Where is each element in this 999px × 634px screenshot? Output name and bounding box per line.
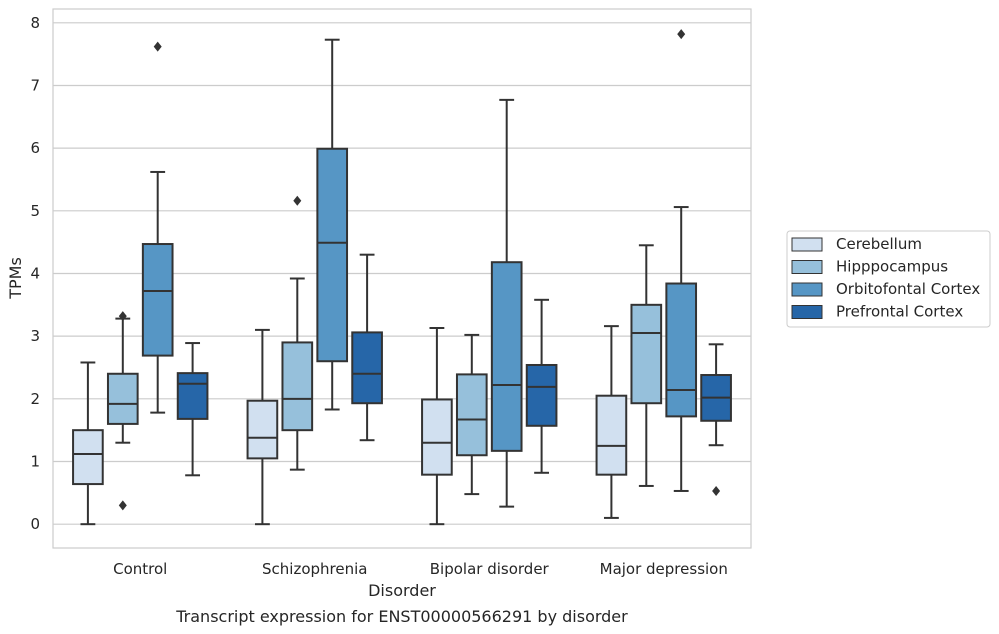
box [72,429,104,486]
box [421,398,453,476]
box-group [351,253,383,442]
outlier-marker [293,195,302,206]
y-tick-label: 0 [30,515,40,533]
box [281,341,314,432]
legend-frame [786,230,991,328]
y-axis-ticks: 0 1 2 3 4 5 6 7 8 [30,14,40,533]
box [351,331,383,405]
box-group [106,311,139,511]
x-tick-label: Major depression [600,560,728,578]
box [246,399,279,460]
box-group [72,361,104,526]
outlier-marker [677,29,686,40]
outlier-marker [118,500,127,511]
legend-swatch [791,282,823,297]
box-group [141,41,174,414]
box-group [595,325,628,519]
plot-area [72,29,732,526]
outlier-marker [712,485,721,496]
legend-label: Cerebellum [836,235,922,253]
box [630,303,663,405]
plot-frame [52,8,752,549]
x-tick-label: Bipolar disorder [430,560,550,578]
box [141,243,174,357]
y-tick-label: 6 [30,139,40,157]
x-tick-label: Control [113,560,167,578]
legend-swatch [791,305,823,319]
outlier-marker [118,311,127,322]
y-tick-label: 8 [30,14,40,32]
box-group [176,342,209,477]
box-group [281,195,314,471]
box-group [700,343,732,496]
y-axis-label: TPMs [6,257,25,300]
outlier-marker [153,41,162,52]
legend-swatch [791,237,823,252]
box-group [421,327,453,526]
y-tick-label: 2 [30,390,40,408]
box [525,363,558,427]
box-group [455,333,488,496]
legend: Cerebellum Hipppocampus Orbitofontal Corte… [786,230,991,328]
box-group [630,244,663,487]
legend-swatch [791,260,823,274]
box [490,261,523,452]
box [176,372,209,420]
box [455,373,488,457]
box [106,372,139,425]
x-axis-ticks: Control Schizophrenia Bipolar disorder Majo… [113,560,728,578]
box [595,394,628,476]
y-tick-label: 7 [30,76,40,94]
x-tick-label: Schizophrenia [262,560,367,578]
x-axis-label: Disorder [368,581,436,600]
box-group [246,328,279,526]
box [316,147,349,363]
y-tick-label: 5 [30,202,40,220]
chart-caption: Transcript expression for ENST0000056629… [175,607,628,626]
y-tick-label: 4 [30,264,40,282]
y-tick-label: 1 [30,453,40,471]
legend-label: Prefrontal Cortex [836,303,963,321]
legend-label: Hipppocampus [836,258,948,276]
box-group [665,29,698,492]
box-group [490,98,523,508]
box [665,282,698,418]
y-tick-label: 3 [30,327,40,345]
box-group [525,298,558,474]
box-group [316,38,349,411]
legend-label: Orbitofontal Cortex [836,280,980,298]
